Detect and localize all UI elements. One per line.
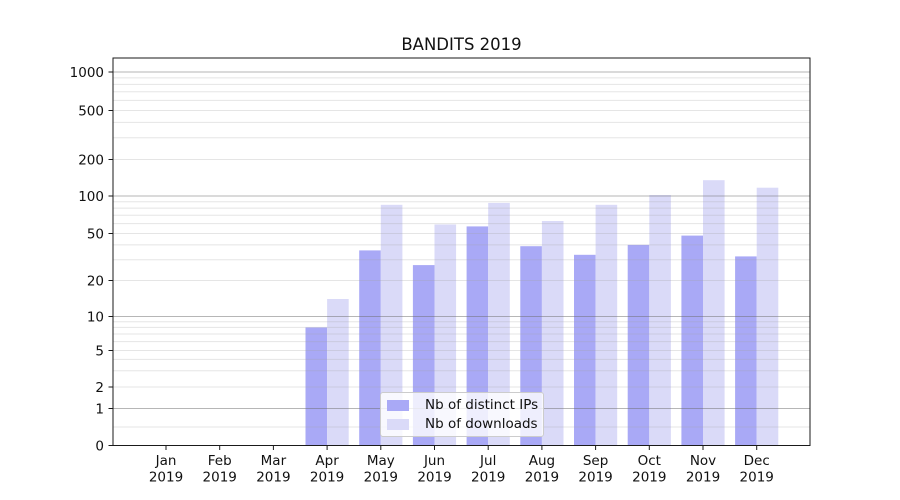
bar-downloads-apr bbox=[327, 299, 349, 446]
y-tick-label: 1000 bbox=[70, 65, 104, 81]
legend-item-distinct-ips: Nb of distinct IPs bbox=[387, 397, 539, 413]
x-tick-label-year: 2019 bbox=[632, 470, 666, 486]
legend-swatch-downloads bbox=[387, 418, 409, 430]
legend-label-downloads: Nb of downloads bbox=[425, 416, 538, 432]
x-tick-label-year: 2019 bbox=[256, 470, 290, 486]
x-tick-label-year: 2019 bbox=[203, 470, 237, 486]
y-tick-label: 1 bbox=[95, 401, 104, 417]
bar-downloads-sep bbox=[595, 204, 618, 446]
y-tick-label: 200 bbox=[78, 152, 104, 168]
x-tick-label-year: 2019 bbox=[686, 470, 720, 486]
bar-downloads-nov bbox=[703, 180, 725, 446]
x-tick-label-year: 2019 bbox=[417, 470, 451, 486]
x-tick-label-year: 2019 bbox=[525, 470, 559, 486]
x-tick-label-month: Jan bbox=[155, 453, 177, 469]
x-tick-label-month: Nov bbox=[690, 453, 716, 469]
plot-border bbox=[112, 57, 811, 446]
legend-item-downloads: Nb of downloads bbox=[387, 416, 538, 432]
y-tick-label: 10 bbox=[87, 309, 104, 325]
legend-label-distinct-ips: Nb of distinct IPs bbox=[425, 397, 539, 413]
x-tick-label-month: May bbox=[367, 453, 395, 469]
bar-downloads-jul bbox=[488, 202, 510, 446]
legend: Nb of distinct IPs Nb of downloads bbox=[380, 392, 544, 437]
y-tick-label: 20 bbox=[87, 273, 104, 289]
x-tick-label-month: Jul bbox=[479, 453, 496, 469]
x-tick-label-month: Jun bbox=[423, 453, 445, 469]
bar-distinct-ips-sep bbox=[574, 254, 596, 446]
bar-downloads-aug bbox=[541, 221, 564, 446]
y-tick-label: 2 bbox=[95, 380, 104, 396]
x-tick-label-month: Sep bbox=[583, 453, 608, 469]
x-tick-label-year: 2019 bbox=[310, 470, 344, 486]
y-tick-label: 500 bbox=[78, 103, 104, 119]
bar-distinct-ips-oct bbox=[627, 244, 650, 446]
x-tick-label-month: Aug bbox=[529, 453, 555, 469]
bar-distinct-ips-may bbox=[359, 250, 381, 446]
x-tick-label-month: Apr bbox=[315, 453, 339, 469]
bar-distinct-ips-jul bbox=[466, 226, 489, 446]
x-tick-label-year: 2019 bbox=[149, 470, 183, 486]
chart-title: BANDITS 2019 bbox=[401, 35, 522, 54]
bar-distinct-ips-nov bbox=[681, 235, 703, 446]
y-tick-label: 100 bbox=[78, 189, 104, 205]
bar-downloads-may bbox=[380, 204, 403, 446]
y-tick-label: 5 bbox=[95, 343, 104, 359]
x-tick-label-year: 2019 bbox=[740, 470, 774, 486]
bar-distinct-ips-dec bbox=[735, 256, 757, 446]
y-tick-label: 0 bbox=[95, 438, 104, 454]
legend-swatch-distinct-ips bbox=[387, 399, 409, 411]
x-tick-label-year: 2019 bbox=[364, 470, 398, 486]
bar-downloads-oct bbox=[649, 195, 671, 446]
x-tick-label-year: 2019 bbox=[578, 470, 612, 486]
x-tick-label-month: Oct bbox=[638, 453, 661, 469]
x-tick-label-month: Feb bbox=[208, 453, 232, 469]
bar-distinct-ips-apr bbox=[305, 327, 328, 446]
x-tick-label-month: Dec bbox=[744, 453, 770, 469]
y-tick-label: 50 bbox=[87, 226, 104, 242]
bar-downloads-jun bbox=[434, 224, 457, 446]
x-tick-label-month: Mar bbox=[261, 453, 287, 469]
x-tick-label-year: 2019 bbox=[471, 470, 505, 486]
